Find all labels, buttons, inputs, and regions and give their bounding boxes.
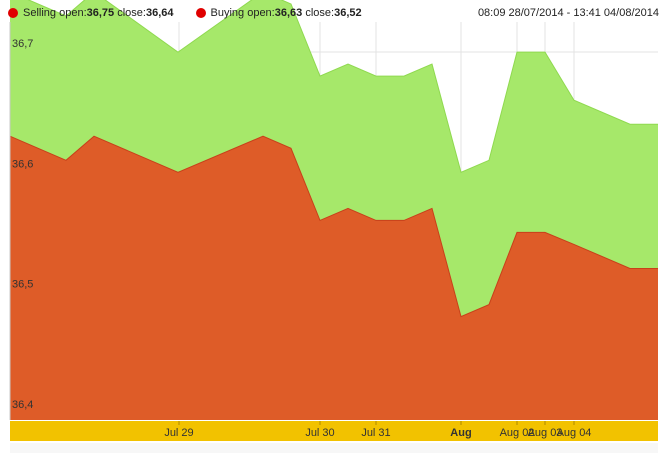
x-tick-label-2: Jul 31 (361, 427, 390, 439)
legend-item-buying[interactable]: Buying open:36,63 close:36,52 (195, 7, 362, 19)
series-line-buying (9, 135, 658, 318)
legend-buying-close-value: 36,52 (334, 7, 362, 19)
legend-selling-marker-icon (8, 8, 18, 18)
legend-selling-close-value: 36,64 (145, 7, 174, 19)
legend-buying-name: Buying (210, 7, 245, 19)
legend-selling-open-label: open: (59, 7, 87, 19)
y-tick-label-0: 36,7 (12, 38, 33, 50)
legend-buying-open-label: open: (247, 7, 275, 19)
x-tick-label-3: Aug (450, 427, 471, 439)
x-tick-label-5: Aug 03 (528, 427, 563, 439)
x-axis-band (10, 421, 658, 441)
series-area-buying (10, 136, 658, 420)
date-range-label: 08:09 28/07/2014 - 13:41 04/08/2014 (477, 7, 659, 19)
x-tick-label-0: Jul 29 (164, 427, 193, 439)
x-tick-label-6: Aug 04 (557, 427, 592, 439)
x-tick-label-1: Jul 30 (305, 427, 334, 439)
y-tick-label-1: 36,6 (12, 158, 33, 170)
legend-selling-name: Selling (23, 7, 57, 19)
chart-legend: Selling open:36,75 close:36,64 Buying op… (0, 0, 667, 26)
legend-selling-open-value: 36,75 (86, 7, 115, 19)
legend-buying-open-value: 36,63 (274, 7, 303, 19)
legend-selling-close-label: close: (117, 7, 146, 19)
y-tick-label-3: 36,4 (12, 399, 33, 411)
series-line-selling (27, 0, 658, 173)
y-tick-label-2: 36,5 (12, 279, 33, 291)
x-tick-label-4: Aug 02 (500, 427, 535, 439)
navigator-strip (10, 443, 658, 453)
legend-buying-marker-icon (195, 8, 206, 18)
legend-item-selling[interactable]: Selling open:36,75 close:36,64 (8, 7, 174, 19)
legend-buying-close-label: close: (305, 7, 335, 19)
